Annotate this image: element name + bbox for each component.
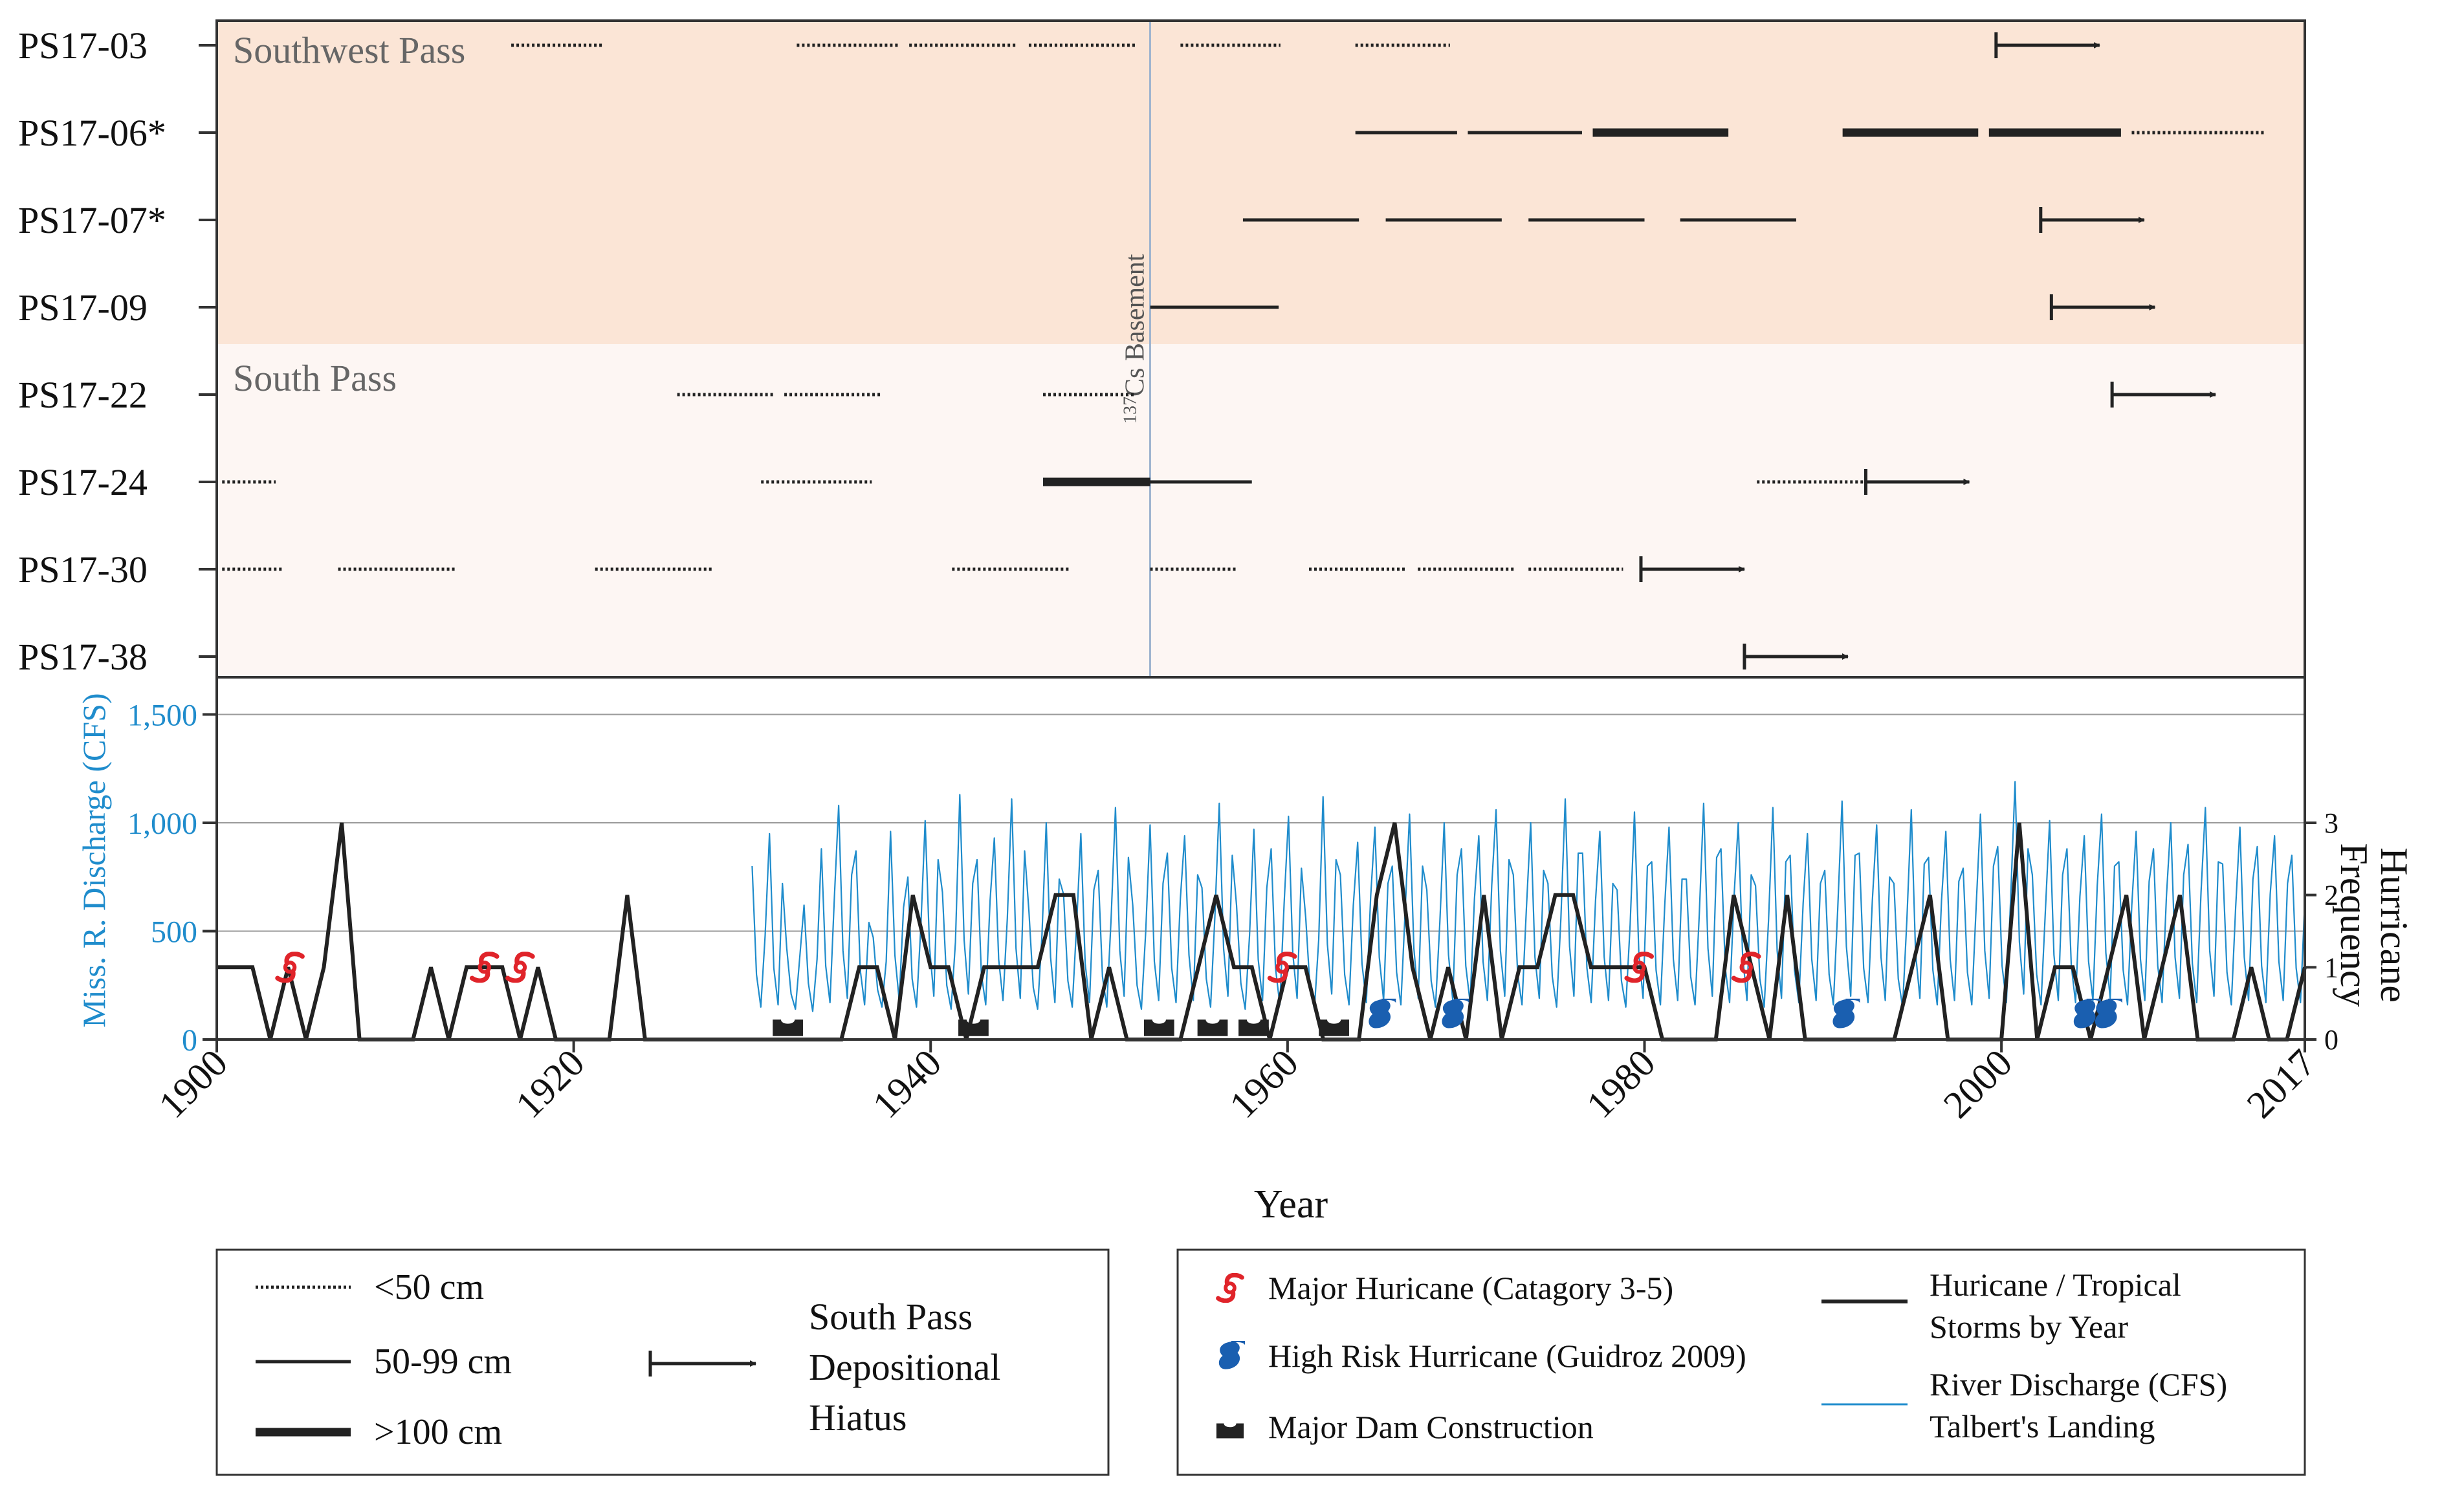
legend-hurricane-line2: Storms by Year (1930, 1309, 2128, 1345)
legend-major-label: Major Huricane (Catagory 3-5) (1268, 1270, 1673, 1306)
legend-hiatus-line3: Hiatus (809, 1397, 907, 1439)
dam-construction-marker (773, 1019, 803, 1036)
core-segments (222, 43, 2264, 571)
dam-construction-marker (958, 1019, 989, 1036)
y-right-tick-label: 2 (2324, 880, 2338, 911)
core-ticks (199, 44, 217, 658)
region-label-south: South Pass (233, 357, 397, 399)
legend-discharge-line2: Talbert's Landing (1930, 1408, 2155, 1444)
legend-hiatus-line1: South Pass (809, 1296, 973, 1338)
dam-construction-marker (1319, 1019, 1349, 1036)
core-label: PS17-38 (18, 636, 148, 678)
region-label-southwest: Southwest Pass (233, 29, 465, 71)
x-tick-label: 1980 (1578, 1041, 1664, 1127)
legend-discharge-line1: River Discharge (CFS) (1930, 1366, 2227, 1402)
y-right-axis-title-line1: Hurricane (2373, 847, 2415, 1003)
y-right-tick-label: 1 (2324, 952, 2338, 983)
discharge-hurricane-panel: 0 500 1,000 1,500 0 1 2 3 1900 1920 1940 1960 1980… (76, 693, 2415, 1226)
major-hurricane-icon (1218, 1275, 1242, 1301)
major-hurricane-marker (508, 954, 533, 981)
high-risk-hurricane-icon (1219, 1340, 1246, 1369)
bottom-panel-frame (215, 676, 2306, 1041)
core-label: PS17-07* (18, 199, 166, 241)
dam-construction-marker (1238, 1019, 1269, 1036)
left-y-ticks: 0 500 1,000 1,500 (127, 699, 217, 1058)
high-risk-hurricane-marker (1832, 998, 1861, 1028)
x-tick-label: 1940 (864, 1041, 950, 1127)
x-tick-label: 2000 (1935, 1041, 2021, 1127)
core-label: PS17-22 (18, 374, 148, 416)
southwest-pass-region (217, 21, 2305, 344)
legend-symbols: Major Huricane (Catagory 3-5) High Risk … (1176, 1248, 2306, 1476)
event-markers (278, 954, 2124, 1036)
y-right-tick-label: 0 (2324, 1024, 2338, 1056)
legend-left-frame (215, 1248, 1110, 1476)
core-timeline-panel: Southwest Pass South Pass 137Cs Basement… (18, 21, 2305, 678)
core-label: PS17-30 (18, 549, 148, 591)
core-label: PS17-06* (18, 112, 166, 154)
y-left-tick-label: 500 (151, 915, 197, 950)
x-tick-label: 1920 (507, 1041, 593, 1127)
legend-hurricane-line1: Huricane / Tropical (1930, 1267, 2181, 1303)
high-risk-hurricane-marker (2095, 998, 2124, 1028)
y-right-tick-label: 3 (2324, 807, 2338, 839)
gridlines (217, 713, 2305, 932)
legend-dam-label: Major Dam Construction (1268, 1409, 1594, 1445)
core-labels: PS17-03 PS17-06* PS17-07* PS17-09 PS17-22 PS1… (18, 25, 166, 678)
south-pass-region (217, 344, 2305, 677)
core-label: PS17-03 (18, 25, 148, 67)
high-risk-hurricane-marker (1369, 998, 1397, 1028)
cs-basement-superscript: 137 (1120, 397, 1140, 424)
x-ticks: 1900 1920 1940 1960 1980 2000 2017 (151, 1039, 2324, 1126)
legend-highrisk-label: High Risk Hurricane (Guidroz 2009) (1268, 1338, 1746, 1374)
legend-hiatus-line2: Depositional (809, 1346, 1000, 1388)
legend-thick-label: >100 cm (374, 1412, 502, 1452)
y-left-tick-label: 0 (182, 1023, 197, 1058)
x-tick-label: 1900 (151, 1041, 236, 1127)
dam-construction-marker (1143, 1019, 1174, 1036)
x-tick-label: 1960 (1222, 1041, 1307, 1127)
legend-right-frame (1176, 1248, 2306, 1476)
x-axis-title: Year (1254, 1182, 1328, 1226)
dam-construction-marker (1197, 1019, 1228, 1036)
core-label: PS17-24 (18, 461, 148, 503)
y-left-tick-label: 1,500 (127, 699, 197, 733)
discharge-series-line (751, 781, 2306, 1012)
right-y-ticks: 0 1 2 3 (2305, 807, 2338, 1056)
y-left-tick-label: 1,000 (127, 807, 197, 841)
legend-solid-label: 50-99 cm (374, 1342, 512, 1382)
hiatus-arrows (1639, 32, 2217, 669)
cs-basement-text: Cs Basement (1120, 254, 1150, 397)
core-label: PS17-09 (18, 287, 148, 329)
x-tick-label: 2017 (2239, 1041, 2324, 1127)
y-right-axis-title-line2: Frequency (2333, 843, 2375, 1007)
y-left-axis-title: Miss. R. Discharge (CFS) (76, 693, 112, 1027)
dam-icon (1216, 1423, 1244, 1439)
legend-dotted-label: <50 cm (374, 1267, 484, 1307)
cs-basement-label: 137Cs Basement (1120, 254, 1150, 424)
legend-line-styles: <50 cm 50-99 cm >100 cm South Pass Depos… (215, 1248, 1110, 1476)
